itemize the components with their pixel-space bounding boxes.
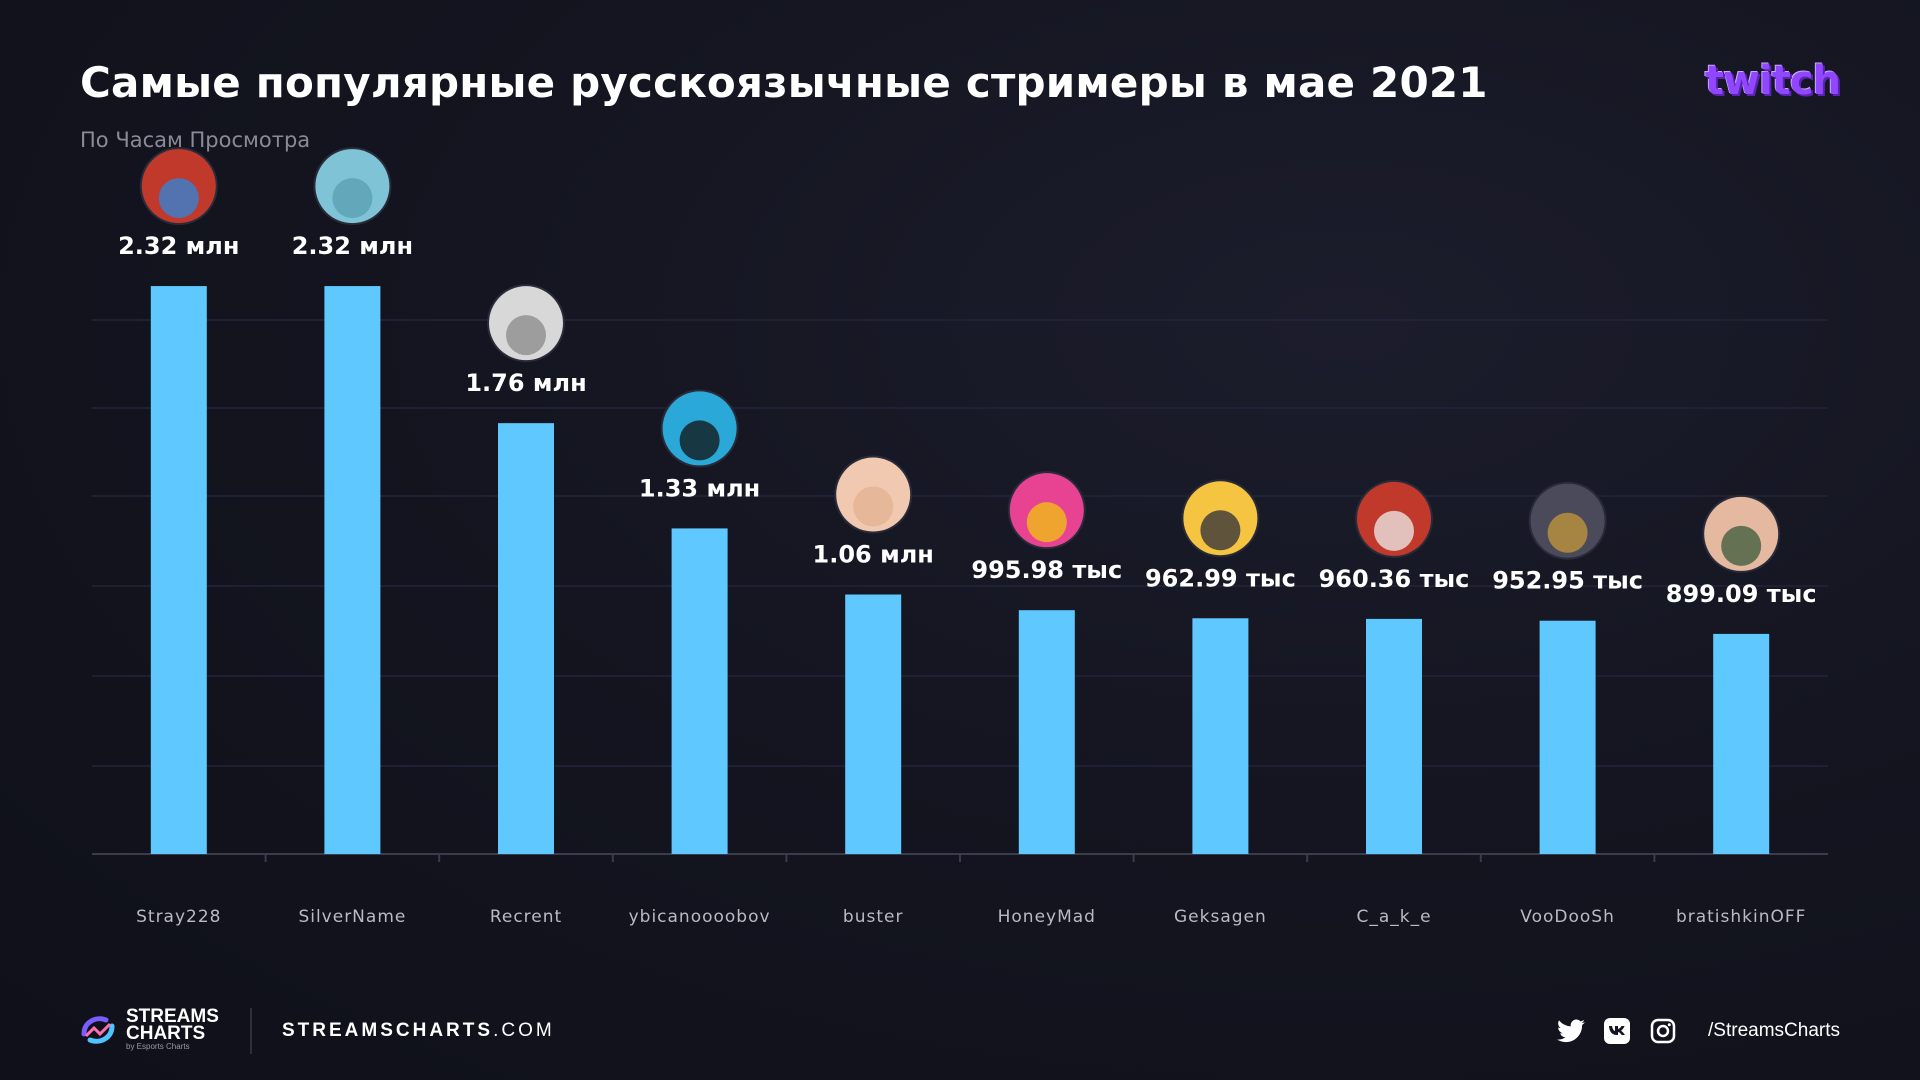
twitter-icon[interactable] <box>1556 1016 1586 1046</box>
data-label: 1.33 млн <box>639 474 760 502</box>
avatar-detail <box>1547 512 1588 553</box>
data-label: 995.98 тыс <box>971 556 1122 584</box>
avatar-detail <box>332 178 373 219</box>
twitch-logo: twitch <box>1704 58 1841 104</box>
x-tick-label: HoneyMad <box>998 907 1096 927</box>
data-label: 899.09 тыс <box>1666 580 1817 608</box>
data-label: 2.32 млн <box>118 232 239 260</box>
x-tick-label: SilverName <box>298 907 406 927</box>
bar-Geksagen <box>1192 618 1249 854</box>
site-bold: STREAMSCHARTS <box>282 1020 494 1041</box>
bar-SilverName <box>324 286 381 855</box>
x-tick-label: bratishkinOFF <box>1676 907 1807 927</box>
x-tick-label: VooDooSh <box>1520 907 1615 927</box>
streamscharts-icon <box>81 1016 115 1044</box>
vk-icon[interactable] <box>1602 1016 1632 1046</box>
avatar-detail <box>1200 510 1241 551</box>
x-tick-label: Stray228 <box>136 907 221 927</box>
avatar-detail <box>1374 510 1414 551</box>
bar-ybicanoooobov <box>671 528 728 854</box>
logo-sub: by Esports Charts <box>126 1042 190 1051</box>
avatar-detail <box>679 420 720 461</box>
chart-subtitle: По Часам Просмотра <box>80 128 311 152</box>
bar-HoneyMad <box>1018 610 1075 854</box>
logo-line1: STREAMS <box>126 1006 219 1027</box>
bar-Recrent <box>498 423 554 854</box>
bar-C_a_k_e <box>1366 618 1422 854</box>
x-tick-label: buster <box>843 907 904 927</box>
social-handle[interactable]: /StreamsCharts <box>1708 1020 1840 1041</box>
data-label: 962.99 тыс <box>1145 564 1296 592</box>
data-label: 1.06 млн <box>813 541 934 569</box>
data-label: 2.32 млн <box>292 232 413 260</box>
avatar-detail <box>1721 525 1762 566</box>
bar-Stray228 <box>150 286 207 855</box>
data-label: 960.36 тыс <box>1319 565 1470 593</box>
streamscharts-logo: STREAMS CHARTS by Esports Charts <box>78 1006 219 1052</box>
avatar-detail <box>853 486 894 527</box>
x-tick-label: Recrent <box>490 907 562 927</box>
avatar-detail <box>158 178 199 219</box>
x-tick-label: ybicanoooobov <box>629 907 771 927</box>
instagram-icon[interactable] <box>1648 1016 1678 1046</box>
bar-buster <box>845 594 902 854</box>
avatar-detail <box>1026 502 1067 543</box>
bar-VooDooSh <box>1539 620 1596 854</box>
logo-line2: CHARTS <box>126 1023 206 1044</box>
x-tick-label: C_a_k_e <box>1356 907 1431 927</box>
site-link[interactable]: STREAMSCHARTS.COM <box>282 1020 555 1042</box>
x-tick-label: Geksagen <box>1174 907 1267 927</box>
bar-bratishkinOFF <box>1713 633 1770 854</box>
social-links: /StreamsCharts <box>1556 1016 1840 1046</box>
avatar-detail <box>506 315 546 356</box>
footer-divider <box>250 1008 252 1054</box>
chart-title: Самые популярные русскоязычные стримеры … <box>80 58 1488 107</box>
site-rest: .COM <box>493 1020 555 1041</box>
data-label: 1.76 млн <box>465 369 586 397</box>
data-label: 952.95 тыс <box>1492 567 1643 595</box>
